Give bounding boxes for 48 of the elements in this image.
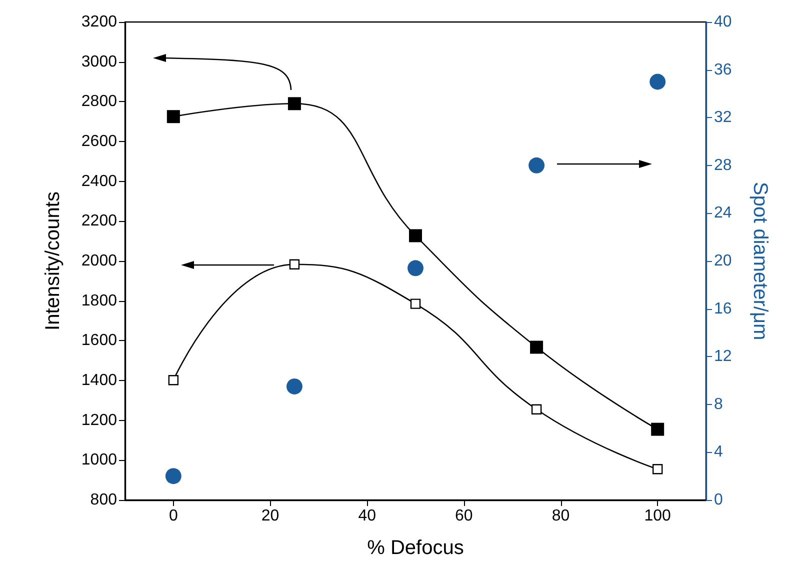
point [286, 378, 302, 394]
y-tick-label: 2800 [81, 93, 118, 110]
point [410, 298, 421, 309]
y-tick-label: 2400 [81, 172, 118, 190]
x-tick-label: 40 [358, 508, 376, 524]
y-tick-label: 1600 [81, 332, 118, 350]
y2-tick-label: 28 [714, 156, 732, 174]
y2-axis-title: Spot diameter/μm [749, 182, 771, 340]
y2-tick-label: 0 [714, 492, 723, 508]
y-tick-label: 3200 [81, 14, 118, 30]
y-tick-label: 1200 [81, 412, 118, 429]
point [168, 375, 179, 386]
x-tick-label: 60 [455, 508, 473, 524]
y-tick-label: 1800 [81, 292, 118, 310]
y2-tick-label: 32 [714, 109, 732, 126]
point [165, 468, 182, 484]
x-axis-title: % Defocus [367, 537, 464, 559]
point [408, 260, 424, 276]
point [288, 97, 301, 110]
point [531, 404, 542, 414]
point [652, 464, 663, 474]
y2-tick-label: 16 [714, 300, 732, 318]
point [166, 110, 180, 124]
point [651, 422, 664, 436]
y2-tick-label: 12 [714, 348, 732, 366]
y-axis-title: Intensity/counts [42, 192, 64, 330]
x-tick-label: 80 [552, 508, 570, 524]
y2-tick-label: 40 [714, 14, 732, 30]
y-tick-label: 2200 [81, 212, 118, 230]
y-tick-label: 2600 [81, 133, 118, 150]
y-tick-label: 2000 [81, 252, 118, 270]
point [530, 340, 544, 354]
y2-tick-label: 20 [714, 252, 732, 270]
y-tick-label: 3000 [81, 53, 118, 70]
x-tick-label: 20 [261, 508, 280, 524]
x-tick-label: 0 [168, 508, 178, 524]
point [409, 229, 422, 242]
y2-tick-label: 24 [714, 204, 732, 222]
y-tick-label: 800 [90, 492, 118, 508]
point [650, 74, 666, 90]
y2-tick-label: 36 [714, 61, 732, 78]
y-tick-label: 1400 [81, 372, 118, 389]
y-tick-label: 1000 [81, 452, 118, 469]
x-tick-label: 100 [644, 508, 672, 524]
point [528, 157, 545, 174]
y2-tick-label: 8 [714, 396, 723, 413]
point [289, 259, 300, 270]
y2-tick-label: 4 [714, 444, 723, 461]
